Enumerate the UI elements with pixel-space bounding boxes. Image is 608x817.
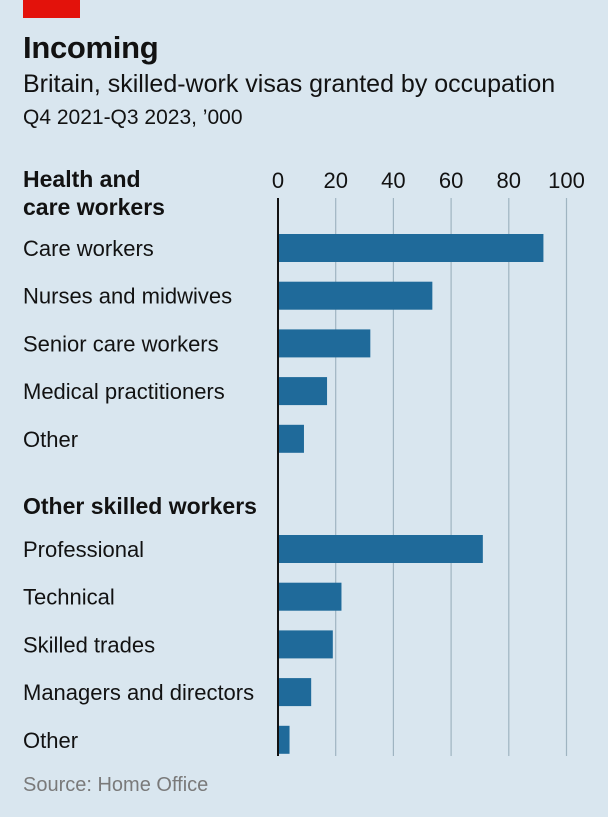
category-label: Nurses and midwives bbox=[23, 284, 232, 309]
bar bbox=[278, 678, 312, 707]
bar bbox=[278, 329, 371, 358]
group-label: Other skilled workers bbox=[23, 493, 257, 519]
group-label: Health and bbox=[23, 166, 141, 192]
category-label: Professional bbox=[23, 537, 144, 562]
tick-label: 20 bbox=[323, 168, 347, 193]
bar bbox=[278, 281, 433, 310]
bar bbox=[278, 234, 544, 262]
category-label: Other bbox=[23, 728, 78, 753]
tick-label: 60 bbox=[439, 168, 463, 193]
category-label: Medical practitioners bbox=[23, 379, 225, 404]
bar bbox=[278, 725, 290, 754]
chart-subtitle: Britain, skilled-work visas granted by o… bbox=[23, 70, 556, 98]
category-label: Care workers bbox=[23, 236, 154, 261]
category-label: Technical bbox=[23, 585, 115, 610]
bar bbox=[278, 582, 342, 611]
bar bbox=[278, 424, 304, 453]
bar bbox=[278, 630, 333, 659]
tick-label: 80 bbox=[497, 168, 521, 193]
tick-label: 40 bbox=[381, 168, 405, 193]
chart-title: Incoming bbox=[23, 30, 159, 65]
chart-period: Q4 2021-Q3 2023, ’000 bbox=[23, 106, 243, 129]
category-label: Senior care workers bbox=[23, 331, 219, 356]
source-note: Source: Home Office bbox=[23, 774, 209, 796]
category-label: Other bbox=[23, 427, 78, 452]
group-label: care workers bbox=[23, 194, 165, 220]
category-label: Managers and directors bbox=[23, 680, 254, 705]
bar bbox=[278, 377, 328, 406]
tick-label: 100 bbox=[548, 168, 585, 193]
category-label: Skilled trades bbox=[23, 632, 155, 657]
tick-label: 0 bbox=[272, 168, 284, 193]
brand-red-tag bbox=[23, 0, 80, 18]
bar bbox=[278, 535, 483, 563]
